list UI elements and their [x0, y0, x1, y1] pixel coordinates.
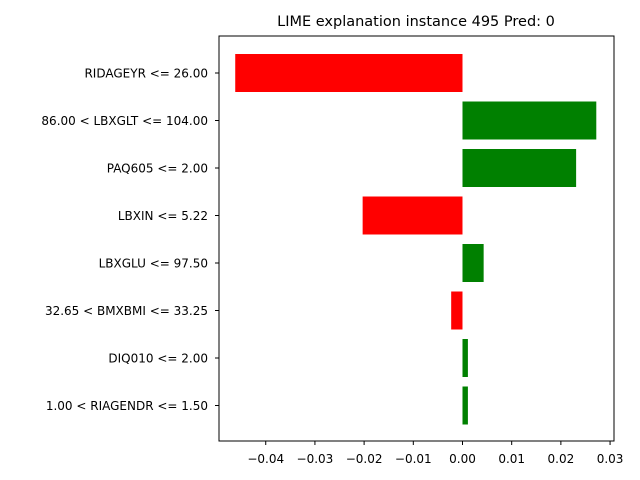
y-tick-label-7: 1.00 < RIAGENDR <= 1.50: [46, 399, 208, 413]
x-tick-label-7: 0.03: [597, 452, 624, 466]
bar-7: [462, 386, 468, 425]
y-tick-label-5: 32.65 < BMXBMI <= 33.25: [45, 304, 208, 318]
bar-0: [235, 54, 463, 92]
x-axis: −0.04 −0.03 −0.02 −0.01 0.00 0.01 0.02 0.03: [247, 441, 623, 466]
bar-4: [462, 244, 484, 282]
bars-group: [235, 54, 597, 425]
bar-5: [451, 291, 463, 330]
y-tick-label-6: DIQ010 <= 2.00: [108, 352, 208, 366]
bar-6: [462, 339, 468, 377]
bar-3: [362, 196, 463, 235]
x-tick-label-2: −0.02: [346, 452, 383, 466]
y-axis: RIDAGEYR <= 26.00 86.00 < LBXGLT <= 104.0…: [41, 67, 219, 413]
chart-title: LIME explanation instance 495 Pred: 0: [277, 14, 555, 30]
x-tick-label-6: 0.02: [548, 452, 575, 466]
x-tick-label-1: −0.03: [297, 452, 334, 466]
x-tick-label-3: −0.01: [395, 452, 432, 466]
y-tick-label-0: RIDAGEYR <= 26.00: [84, 67, 208, 81]
x-tick-label-0: −0.04: [247, 452, 284, 466]
y-tick-label-3: LBXIN <= 5.22: [118, 209, 208, 223]
x-tick-label-4: 0.00: [449, 452, 476, 466]
x-tick-label-5: 0.01: [498, 452, 525, 466]
y-tick-label-4: LBXGLU <= 97.50: [99, 257, 208, 271]
y-tick-label-2: PAQ605 <= 2.00: [107, 162, 208, 176]
plot-frame: [218, 35, 615, 442]
bar-1: [462, 101, 597, 140]
y-tick-label-1: 86.00 < LBXGLT <= 104.00: [41, 114, 208, 128]
bar-2: [462, 149, 577, 187]
